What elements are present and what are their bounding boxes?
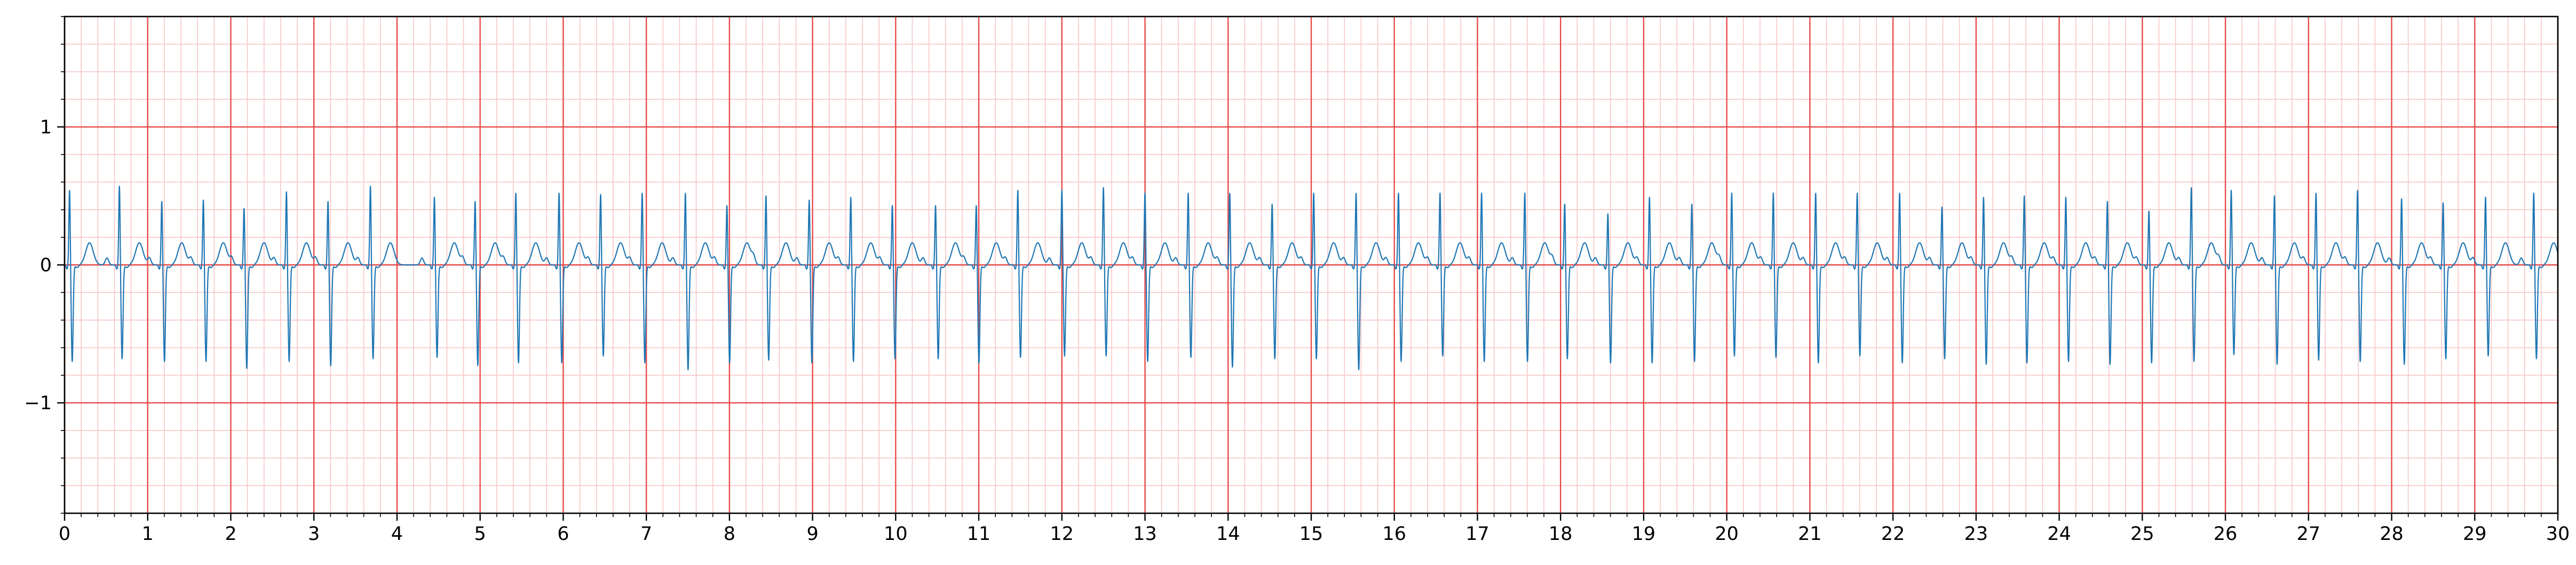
x-tick-label: 11 <box>967 523 991 545</box>
x-tick-label: 17 <box>1465 523 1489 545</box>
x-tick-label: 22 <box>1881 523 1905 545</box>
x-tick-label: 10 <box>884 523 908 545</box>
x-tick-label: 6 <box>557 523 569 545</box>
x-tick-label: 30 <box>2546 523 2570 545</box>
x-tick-label: 7 <box>640 523 652 545</box>
x-tick-label: 19 <box>1632 523 1656 545</box>
x-tick-label: 18 <box>1549 523 1573 545</box>
x-tick-label: 13 <box>1133 523 1157 545</box>
y-tick-label: 1 <box>40 117 52 138</box>
x-tick-label: 20 <box>1715 523 1739 545</box>
tick-marks <box>57 16 2559 521</box>
x-tick-label: 8 <box>724 523 735 545</box>
x-tick-label: 25 <box>2130 523 2154 545</box>
x-tick-label: 24 <box>2047 523 2071 545</box>
x-tick-label: 4 <box>391 523 403 545</box>
ecg-signal-line <box>64 186 2559 371</box>
x-tick-label: 2 <box>225 523 236 545</box>
x-tick-label: 29 <box>2463 523 2487 545</box>
x-tick-label: 14 <box>1216 523 1240 545</box>
x-tick-label: 1 <box>142 523 154 545</box>
x-tick-label: 21 <box>1798 523 1822 545</box>
y-tick-label: −1 <box>24 393 52 414</box>
x-tick-label: 3 <box>308 523 320 545</box>
y-tick-label: 0 <box>40 255 52 276</box>
x-tick-label: 0 <box>59 523 70 545</box>
x-tick-label: 9 <box>806 523 818 545</box>
ecg-signal-layer <box>64 186 2559 371</box>
x-tick-label: 26 <box>2214 523 2238 545</box>
x-tick-label: 15 <box>1299 523 1323 545</box>
x-tick-label: 27 <box>2297 523 2321 545</box>
x-tick-label: 23 <box>1964 523 1988 545</box>
x-tick-label: 16 <box>1382 523 1406 545</box>
x-tick-label: 5 <box>474 523 486 545</box>
x-tick-label: 12 <box>1050 523 1074 545</box>
tick-labels: 0 1 2 3 4 5 6 7 8 9 10 11 12 13 14 15 16 17 18 19 20 21 22 23 24… <box>24 117 2570 545</box>
x-tick-label: 28 <box>2380 523 2404 545</box>
